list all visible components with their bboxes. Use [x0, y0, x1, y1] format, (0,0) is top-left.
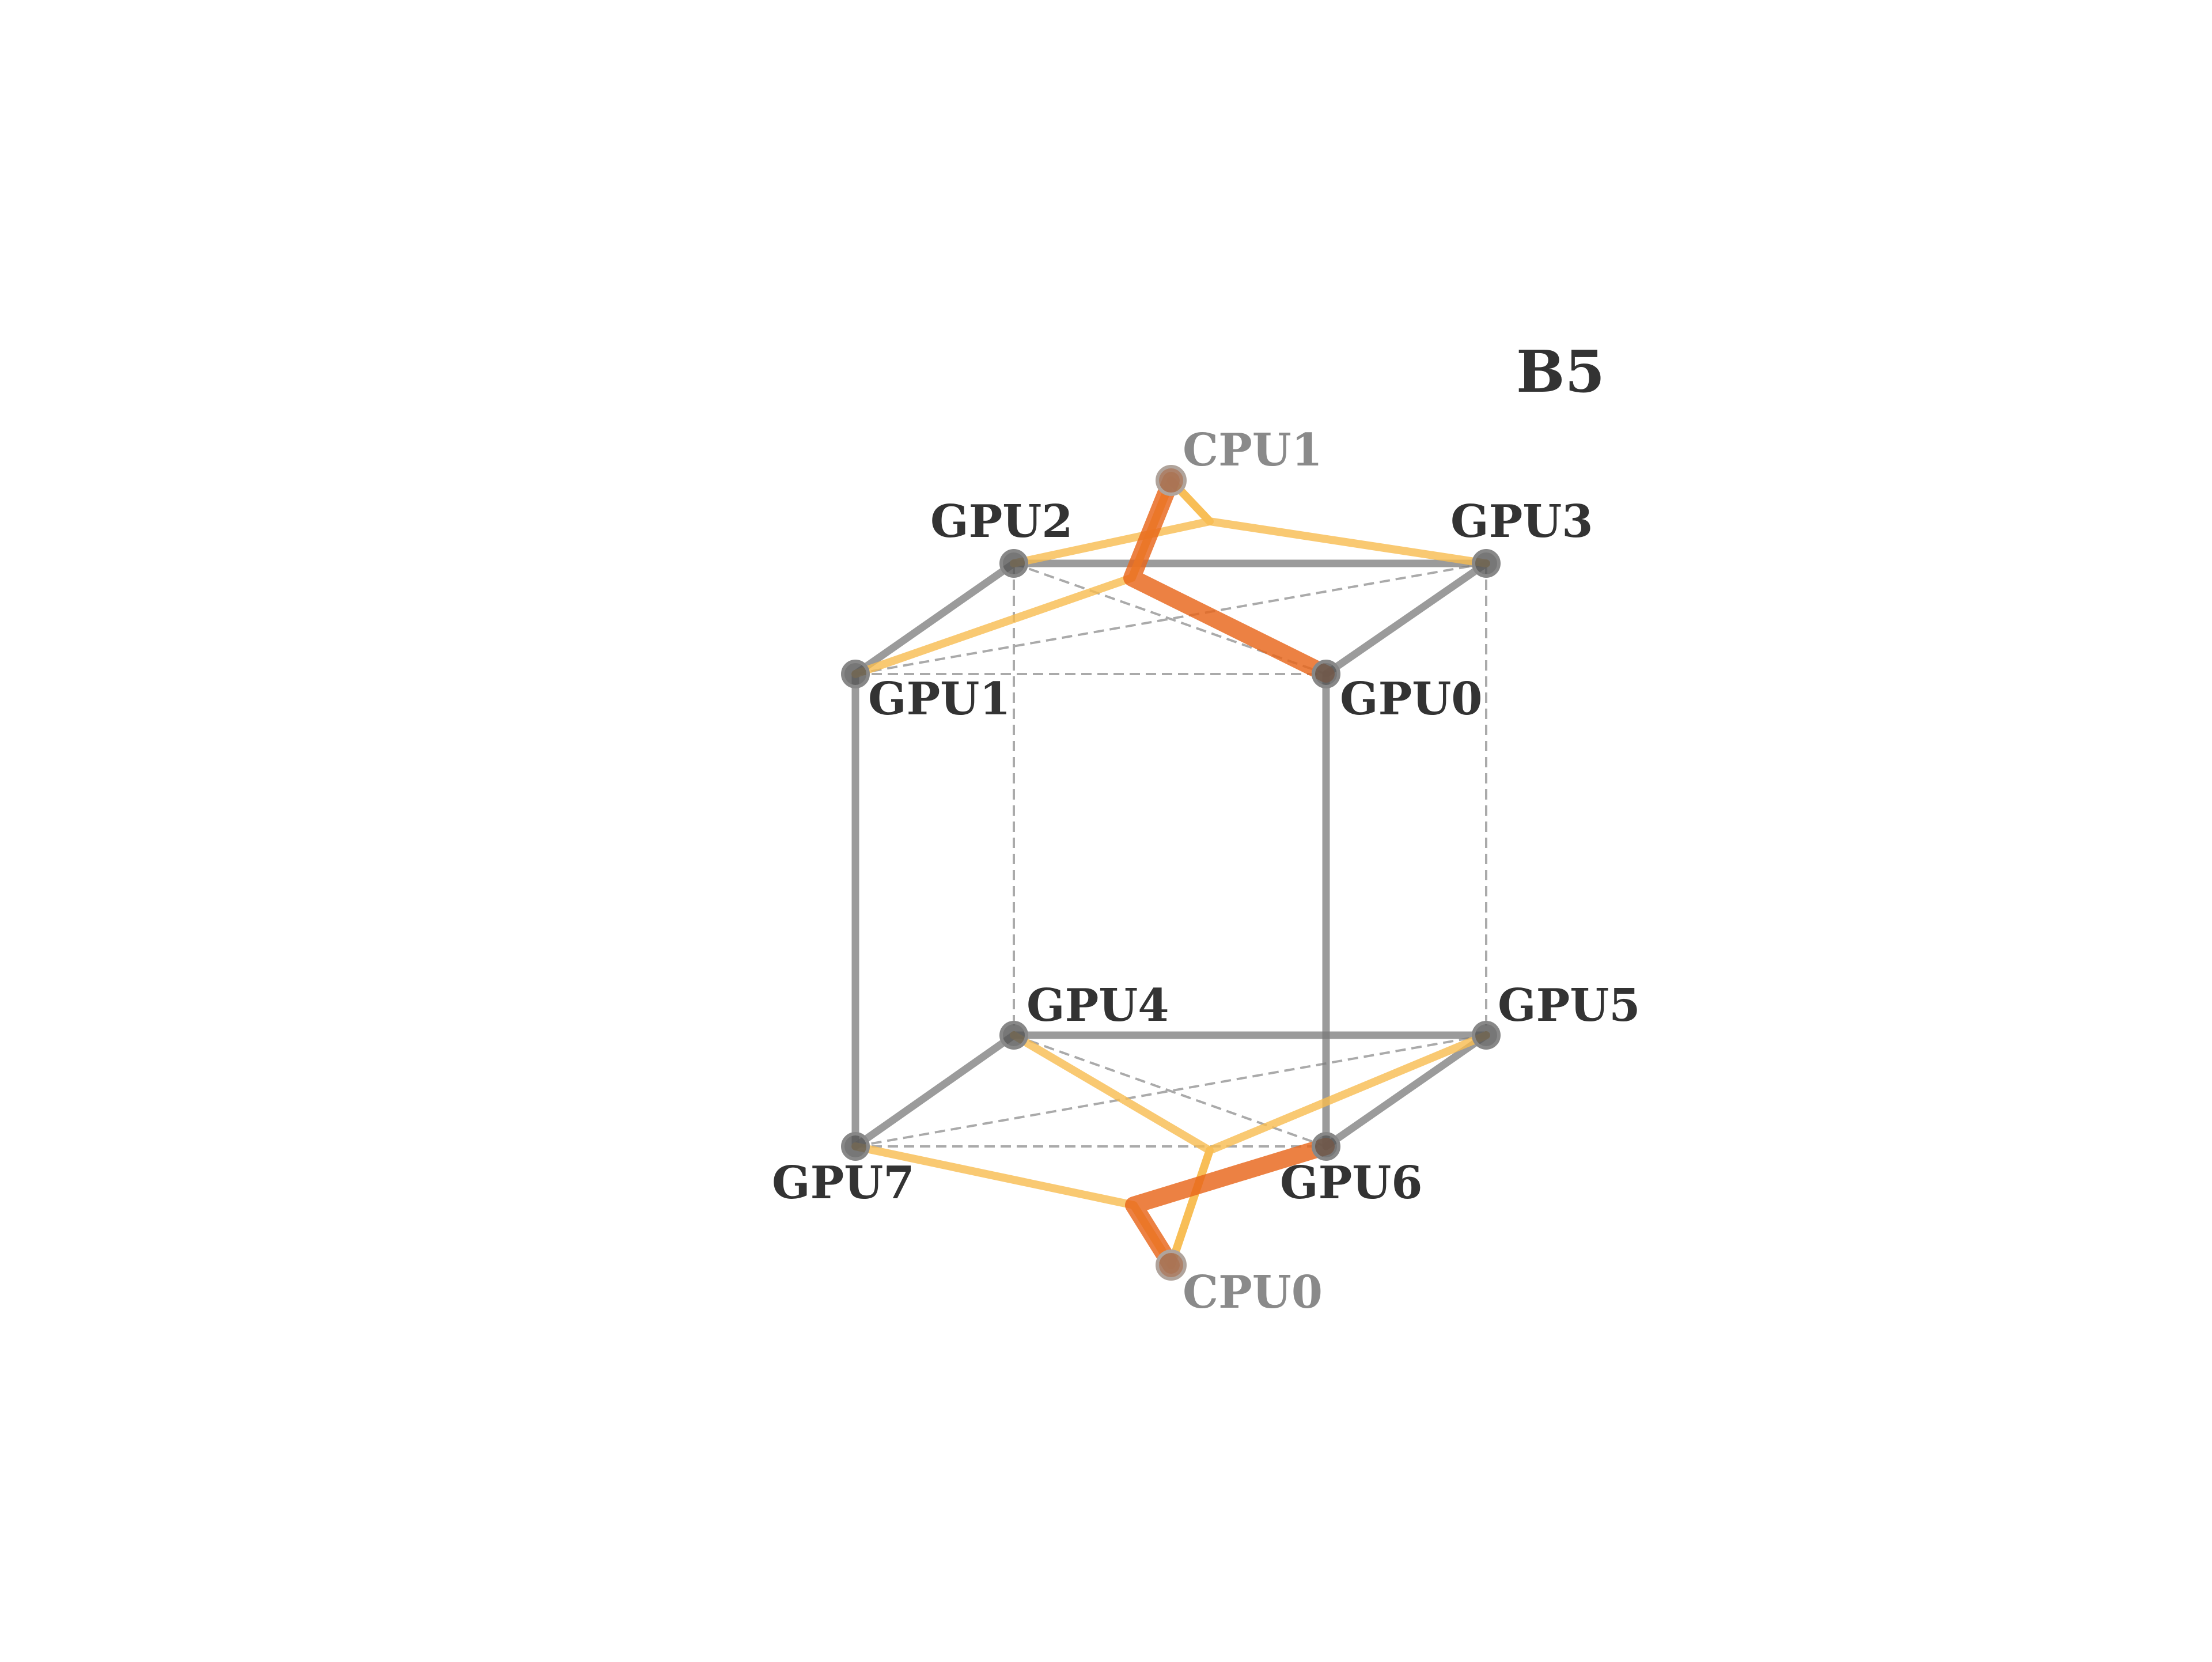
node-label-gpu1: GPU1 [868, 673, 1011, 725]
cpu-primary-link-cpu1-gpu0 [1123, 472, 1335, 683]
cpu-primary-link-cpu0-gpu6 [1125, 1138, 1335, 1274]
node-label-gpu6: GPU6 [1280, 1157, 1423, 1209]
node-label-gpu0: GPU0 [1340, 673, 1483, 725]
node-label-gpu2: GPU2 [930, 495, 1073, 548]
node-label-gpu3: GPU3 [1450, 495, 1593, 548]
node-label-gpu7: GPU7 [772, 1157, 915, 1209]
node-label-gpu5: GPU5 [1498, 979, 1641, 1032]
node-gpu2 [999, 549, 1028, 578]
node-gpu6 [1312, 1132, 1340, 1161]
solid-link-gpu5-gpu6 [1322, 1031, 1490, 1150]
cpu-primary-links [1123, 472, 1335, 1274]
node-label-cpu0: CPU0 [1183, 1266, 1323, 1319]
solid-link-gpu2-gpu1 [851, 559, 1018, 678]
cpu-link-cpu0-gpu5 [1167, 1031, 1490, 1269]
node-cpu0 [1156, 1250, 1187, 1281]
node-gpu3 [1472, 549, 1501, 578]
nodes [841, 465, 1501, 1281]
node-labels: GPU0 GPU1 GPU2 GPU3 GPU4 GPU5 GPU6 GPU7 CPU0 CPU1 [772, 424, 1641, 1319]
node-gpu4 [999, 1021, 1028, 1050]
solid-link-gpu4-gpu7 [851, 1031, 1018, 1150]
dashed-link-gpu1-gpu3 [855, 562, 1487, 675]
dashed-link-gpu7-gpu5 [855, 1034, 1487, 1148]
solid-link-gpu3-gpu0 [1322, 559, 1490, 678]
solid-links [851, 559, 1490, 1150]
node-gpu5 [1472, 1021, 1501, 1050]
node-gpu1 [841, 660, 870, 688]
node-gpu0 [1312, 660, 1340, 688]
node-label-cpu1: CPU1 [1183, 424, 1323, 476]
node-label-gpu4: GPU4 [1027, 979, 1169, 1032]
diagram-title: B5 [1516, 338, 1605, 406]
cpu-link-cpu1-gpu3 [1167, 476, 1490, 567]
node-cpu1 [1156, 465, 1187, 496]
node-gpu7 [841, 1132, 870, 1161]
dashed-links [855, 562, 1487, 1148]
